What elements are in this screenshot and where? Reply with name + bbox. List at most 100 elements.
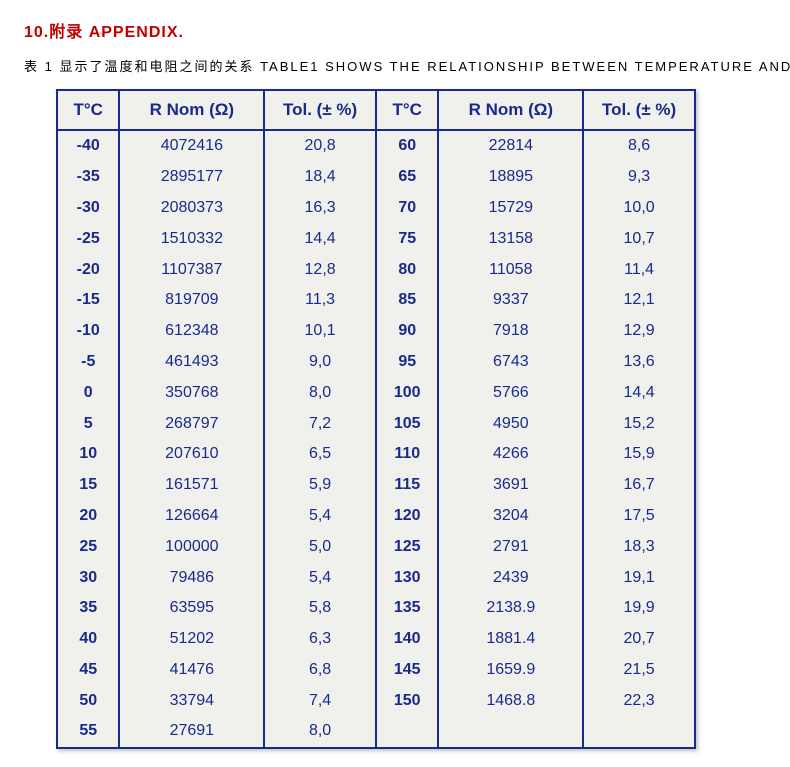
cell-tc-right: 145	[376, 655, 438, 686]
cell-tc-right	[376, 716, 438, 748]
cell-tc-right: 150	[376, 686, 438, 717]
cell-rnom-right: 4950	[438, 409, 583, 440]
cell-rnom-left: 79486	[119, 563, 264, 594]
cell-tc-left: 55	[57, 716, 119, 748]
cell-rnom-right: 9337	[438, 285, 583, 316]
cell-rnom-left: 33794	[119, 686, 264, 717]
cell-tc-right: 80	[376, 255, 438, 286]
table-row: -1581970911,385933712,1	[57, 285, 695, 316]
cell-tc-left: -35	[57, 162, 119, 193]
cell-rnom-right: 2138.9	[438, 593, 583, 624]
cell-tc-left: -15	[57, 285, 119, 316]
table-row: -1061234810,190791812,9	[57, 316, 695, 347]
cell-tol-right: 12,9	[583, 316, 695, 347]
col-header-tol-right: Tol. (± %)	[583, 90, 695, 130]
table-row: -25151033214,4751315810,7	[57, 224, 695, 255]
cell-tol-right: 20,7	[583, 624, 695, 655]
cell-tc-right: 140	[376, 624, 438, 655]
cell-tol-left: 7,4	[264, 686, 376, 717]
cell-tc-right: 85	[376, 285, 438, 316]
cell-tol-left: 16,3	[264, 193, 376, 224]
cell-rnom-left: 41476	[119, 655, 264, 686]
cell-rnom-right: 1881.4	[438, 624, 583, 655]
cell-tc-left: -20	[57, 255, 119, 286]
cell-tc-right: 60	[376, 130, 438, 162]
cell-tc-left: 15	[57, 470, 119, 501]
table-row: 50337947,41501468.822,3	[57, 686, 695, 717]
cell-tol-left: 5,0	[264, 532, 376, 563]
cell-tc-right: 70	[376, 193, 438, 224]
cell-tol-left: 11,3	[264, 285, 376, 316]
table-row: 30794865,4130243919,1	[57, 563, 695, 594]
table-row: -30208037316,3701572910,0	[57, 193, 695, 224]
cell-tol-right: 22,3	[583, 686, 695, 717]
cell-tc-left: 35	[57, 593, 119, 624]
table-row: 40512026,31401881.420,7	[57, 624, 695, 655]
resistance-table: T°C R Nom (Ω) Tol. (± %) T°C R Nom (Ω) T…	[56, 89, 696, 749]
table-row: -40407241620,860228148,6	[57, 130, 695, 162]
cell-tc-left: -30	[57, 193, 119, 224]
cell-rnom-right: 3691	[438, 470, 583, 501]
cell-tol-left: 8,0	[264, 378, 376, 409]
cell-rnom-right: 1468.8	[438, 686, 583, 717]
cell-tol-left: 5,8	[264, 593, 376, 624]
table-row: 251000005,0125279118,3	[57, 532, 695, 563]
cell-rnom-left: 461493	[119, 347, 264, 378]
cell-tc-left: -25	[57, 224, 119, 255]
cell-tc-right: 110	[376, 439, 438, 470]
cell-rnom-left: 2895177	[119, 162, 264, 193]
table-row: 03507688,0100576614,4	[57, 378, 695, 409]
cell-tol-left: 12,8	[264, 255, 376, 286]
cell-rnom-right: 11058	[438, 255, 583, 286]
table-row: -20110738712,8801105811,4	[57, 255, 695, 286]
cell-rnom-left: 612348	[119, 316, 264, 347]
cell-tc-left: 5	[57, 409, 119, 440]
cell-tol-right: 15,2	[583, 409, 695, 440]
cell-rnom-right: 3204	[438, 501, 583, 532]
cell-tc-left: 30	[57, 563, 119, 594]
cell-rnom-right: 2791	[438, 532, 583, 563]
cell-tol-right: 10,7	[583, 224, 695, 255]
cell-tol-right: 15,9	[583, 439, 695, 470]
cell-rnom-right	[438, 716, 583, 748]
cell-tc-left: 40	[57, 624, 119, 655]
cell-tol-right: 19,9	[583, 593, 695, 624]
table-row: 55276918,0	[57, 716, 695, 748]
resistance-table-wrap: T°C R Nom (Ω) Tol. (± %) T°C R Nom (Ω) T…	[56, 89, 696, 749]
table-row: 201266645,4120320417,5	[57, 501, 695, 532]
cell-rnom-right: 22814	[438, 130, 583, 162]
table-row: -35289517718,465188959,3	[57, 162, 695, 193]
cell-tc-right: 95	[376, 347, 438, 378]
cell-tol-left: 10,1	[264, 316, 376, 347]
cell-tol-left: 14,4	[264, 224, 376, 255]
cell-rnom-right: 4266	[438, 439, 583, 470]
col-header-rnom-left: R Nom (Ω)	[119, 90, 264, 130]
cell-rnom-right: 18895	[438, 162, 583, 193]
cell-rnom-right: 7918	[438, 316, 583, 347]
cell-rnom-left: 1510332	[119, 224, 264, 255]
cell-tc-right: 130	[376, 563, 438, 594]
cell-rnom-left: 51202	[119, 624, 264, 655]
cell-rnom-right: 1659.9	[438, 655, 583, 686]
cell-rnom-left: 268797	[119, 409, 264, 440]
cell-tol-right: 18,3	[583, 532, 695, 563]
col-header-tc-left: T°C	[57, 90, 119, 130]
cell-tol-right: 17,5	[583, 501, 695, 532]
cell-rnom-left: 161571	[119, 470, 264, 501]
cell-tc-left: 0	[57, 378, 119, 409]
section-title: 10.附录 APPENDIX.	[24, 18, 766, 42]
table-header-row: T°C R Nom (Ω) Tol. (± %) T°C R Nom (Ω) T…	[57, 90, 695, 130]
cell-tc-right: 115	[376, 470, 438, 501]
cell-rnom-right: 15729	[438, 193, 583, 224]
cell-rnom-left: 4072416	[119, 130, 264, 162]
cell-tc-right: 120	[376, 501, 438, 532]
cell-tc-left: 50	[57, 686, 119, 717]
cell-tol-right: 21,5	[583, 655, 695, 686]
col-header-tol-left: Tol. (± %)	[264, 90, 376, 130]
cell-rnom-left: 819709	[119, 285, 264, 316]
cell-rnom-left: 2080373	[119, 193, 264, 224]
cell-rnom-right: 13158	[438, 224, 583, 255]
cell-tol-left: 6,5	[264, 439, 376, 470]
cell-tc-right: 125	[376, 532, 438, 563]
cell-tol-right: 8,6	[583, 130, 695, 162]
